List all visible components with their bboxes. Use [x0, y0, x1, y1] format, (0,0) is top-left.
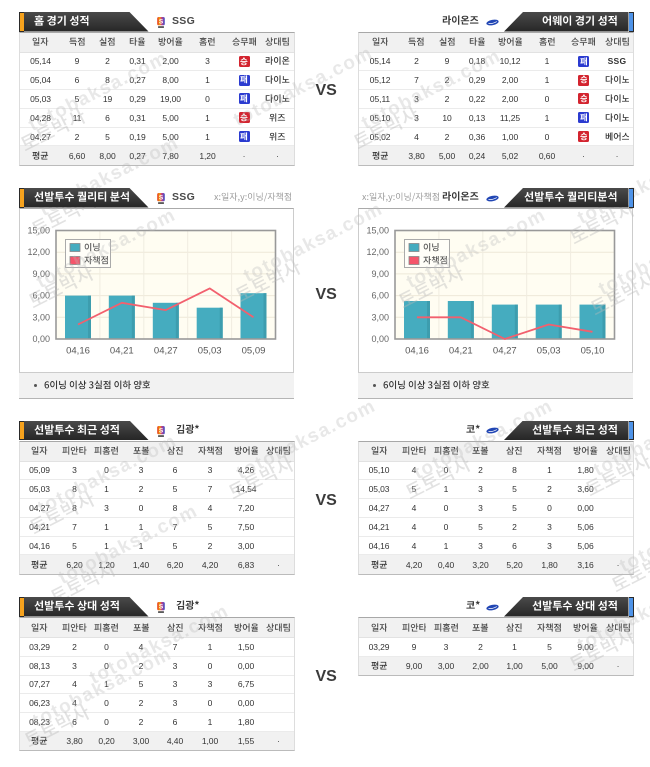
svg-text:6,00: 6,00	[32, 290, 50, 300]
svg-text:3,00: 3,00	[32, 312, 50, 322]
svg-text:S: S	[158, 19, 163, 26]
svg-text:S: S	[158, 427, 163, 434]
svg-text:S: S	[158, 604, 163, 611]
svg-text:9,00: 9,00	[32, 268, 50, 278]
svg-text:15,00: 15,00	[27, 225, 50, 235]
svg-text:0,00: 0,00	[371, 334, 389, 344]
svg-text:05,03: 05,03	[537, 345, 561, 356]
svg-text:04,21: 04,21	[109, 345, 133, 356]
svg-text:04,27: 04,27	[153, 345, 177, 356]
svg-text:15,00: 15,00	[366, 225, 389, 235]
svg-text:0,00: 0,00	[32, 334, 50, 344]
svg-text:05,09: 05,09	[241, 345, 265, 356]
svg-text:04,21: 04,21	[449, 345, 473, 356]
svg-text:12,00: 12,00	[27, 247, 50, 257]
svg-text:05,10: 05,10	[581, 345, 605, 356]
svg-text:9,00: 9,00	[371, 268, 389, 278]
svg-text:12,00: 12,00	[366, 247, 389, 257]
svg-text:04,16: 04,16	[405, 345, 429, 356]
svg-text:05,03: 05,03	[197, 345, 221, 356]
svg-text:04,27: 04,27	[493, 345, 517, 356]
svg-text:S: S	[158, 195, 163, 202]
svg-text:6,00: 6,00	[371, 290, 389, 300]
svg-text:04,16: 04,16	[66, 345, 90, 356]
svg-text:3,00: 3,00	[371, 312, 389, 322]
